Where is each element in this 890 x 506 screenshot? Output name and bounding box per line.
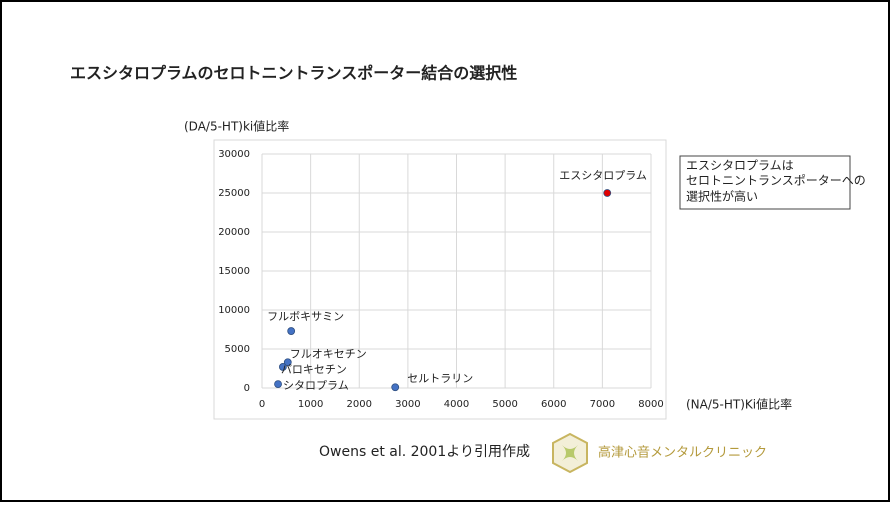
point xyxy=(603,189,612,197)
y-tick-label: 20000 xyxy=(218,227,250,238)
annotation-box xyxy=(679,155,851,210)
point xyxy=(279,363,287,371)
chart-title: エスシタロプラムのセロトニントランスポーター結合の選択性 xyxy=(70,64,517,83)
point-label: シタロプラム xyxy=(283,379,349,392)
y-tick-label: 0 xyxy=(244,383,250,394)
annotation-line: エスシタロプラムは xyxy=(686,159,794,173)
x-tick-label: 2000 xyxy=(347,399,372,410)
point xyxy=(391,383,400,392)
x-tick-label: 0 xyxy=(259,399,265,410)
point-label: フルオキセチン xyxy=(290,347,367,360)
y-axis-label: (DA/5-HT)ki値比率 xyxy=(184,119,289,134)
x-tick-label: 3000 xyxy=(395,399,420,410)
y-tick-label: 5000 xyxy=(225,344,250,355)
x-axis-label: (NA/5-HT)Ki値比率 xyxy=(686,397,792,412)
annotation-line: セロトニントランスポーターへの xyxy=(686,174,866,188)
y-tick-label: 25000 xyxy=(218,188,250,199)
x-tick-label: 7000 xyxy=(590,399,615,410)
y-tick-label: 15000 xyxy=(218,266,250,277)
x-tick-label: 6000 xyxy=(541,399,566,410)
y-tick-label: 10000 xyxy=(218,305,250,316)
x-tick-label: 1000 xyxy=(298,399,323,410)
logo xyxy=(552,432,588,474)
x-tick-label: 4000 xyxy=(444,399,469,410)
point-label: フルボキサミン xyxy=(267,310,344,323)
chart-area xyxy=(213,139,667,420)
point xyxy=(283,358,292,367)
logo-icon-mark xyxy=(562,445,578,461)
point-label: セルトラリン xyxy=(407,372,473,385)
point xyxy=(287,327,296,335)
source: Owens et al. 2001より引用作成 xyxy=(319,444,530,460)
annotation-line: 選択性が高い xyxy=(686,189,758,204)
x-tick-label: 8000 xyxy=(638,399,663,410)
point-label: エスシタロプラム xyxy=(559,169,647,182)
point xyxy=(274,380,282,389)
point-label: パロキセチン xyxy=(281,363,347,376)
x-tick-label: 5000 xyxy=(492,399,517,410)
logo-text: 高津心音メンタルクリニック xyxy=(598,445,767,461)
y-tick-label: 30000 xyxy=(218,149,250,160)
